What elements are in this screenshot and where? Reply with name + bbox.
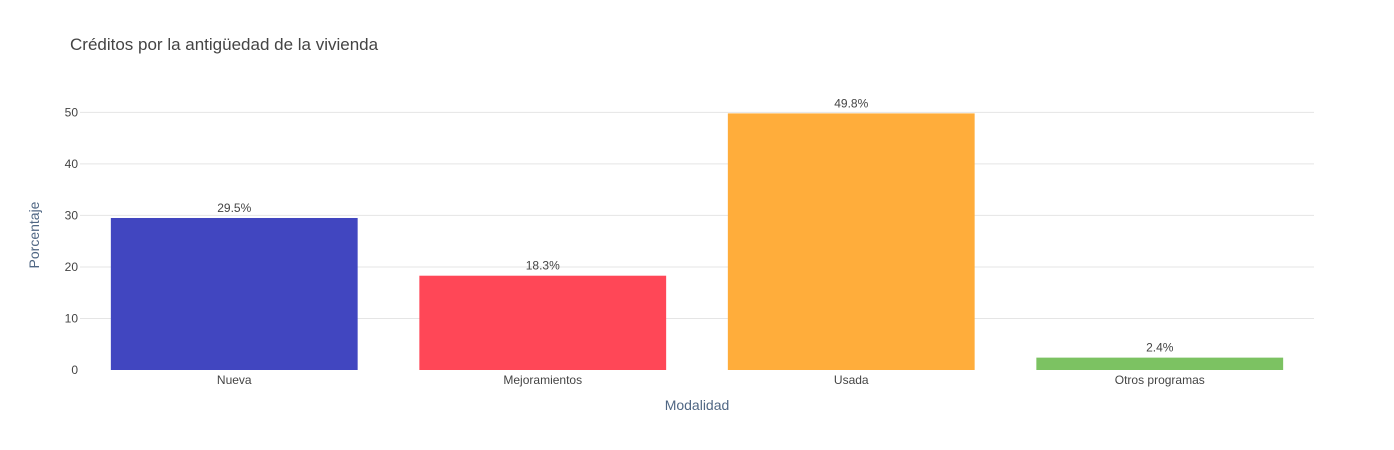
data-label: 29.5%: [217, 201, 251, 215]
data-label: 18.3%: [526, 259, 560, 273]
x-tick-label: Usada: [834, 373, 869, 387]
y-tick-labels: 0 10 20 30 40 50: [65, 105, 79, 377]
x-tick-label: Nueva: [217, 373, 252, 387]
y-tick-label: 0: [71, 363, 78, 377]
data-labels: 29.5% 18.3% 49.8% 2.4%: [217, 96, 1174, 354]
bar-nueva: [110, 217, 358, 370]
x-tick-labels: Nueva Mejoramientos Usada Otros programas: [217, 373, 1205, 387]
data-label: 49.8%: [834, 96, 868, 110]
data-label: 2.4%: [1146, 341, 1174, 355]
bar-usada: [727, 113, 975, 371]
y-tick-label: 40: [65, 157, 79, 171]
x-tick-label: Otros programas: [1115, 373, 1205, 387]
x-tick-label: Mejoramientos: [503, 373, 582, 387]
y-tick-label: 10: [65, 311, 79, 325]
y-tick-label: 30: [65, 208, 79, 222]
bars: [110, 113, 1284, 371]
bar-otros-programas: [1036, 357, 1284, 370]
bar-mejoramientos: [419, 275, 667, 370]
y-tick-label: 50: [65, 105, 79, 119]
y-tick-label: 20: [65, 260, 79, 274]
y-axis-title: Porcentaje: [26, 201, 42, 268]
chart-title: Créditos por la antigüedad de la viviend…: [70, 35, 379, 54]
x-axis-title: Modalidad: [665, 397, 730, 413]
